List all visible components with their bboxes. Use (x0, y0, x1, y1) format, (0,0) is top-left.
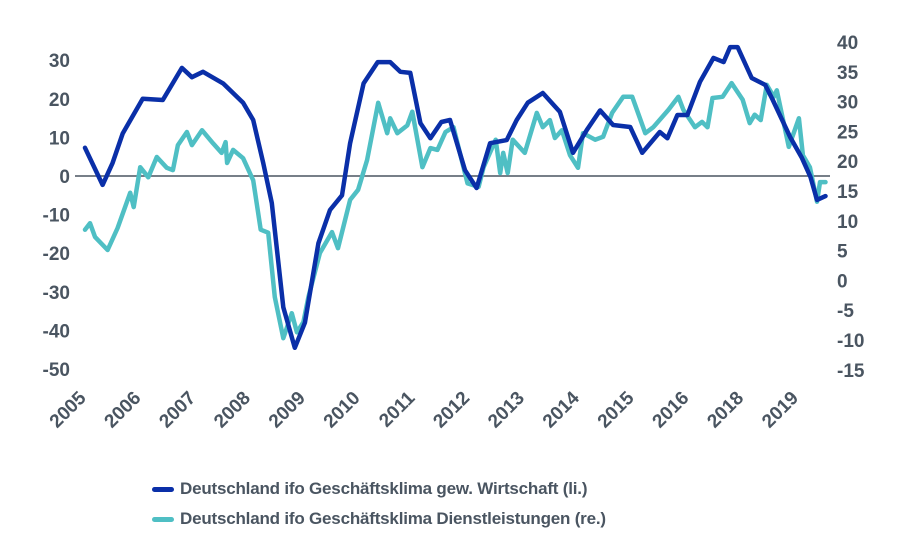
right-tick-label: 30 (837, 93, 858, 114)
x-tick-label: 2016 (649, 388, 694, 433)
legend-label: Deutschland ifo Geschäftsklima gew. Wirt… (180, 479, 588, 498)
left-tick-label: -40 (43, 321, 70, 342)
x-axis-ticks: 2005 2006 2007 2008 2009 2010 2011 2012 2013 2014… (46, 387, 803, 432)
legend-item: Deutschland ifo Geschäftsklima gew. Wirt… (152, 474, 606, 504)
right-tick-label: -15 (837, 361, 865, 382)
x-tick-label: 2006 (101, 388, 146, 433)
left-axis-ticks: 30 20 10 0 -10 -20 -30 -40 -50 (43, 51, 70, 381)
x-tick-label: 2009 (265, 388, 310, 433)
x-tick-label: 2019 (758, 388, 803, 433)
left-tick-label: -50 (43, 360, 70, 381)
x-tick-label: 2005 (46, 387, 91, 432)
right-tick-label: 0 (837, 271, 848, 292)
right-tick-label: 10 (837, 212, 858, 233)
left-tick-label: 20 (49, 90, 70, 111)
left-tick-label: -30 (43, 283, 70, 304)
legend-item: Deutschland ifo Geschäftsklima Dienstlei… (152, 504, 606, 534)
right-tick-label: 40 (837, 33, 858, 54)
x-tick-label: 2014 (539, 387, 584, 432)
legend-label: Deutschland ifo Geschäftsklima Dienstlei… (180, 509, 606, 528)
right-tick-label: 35 (837, 63, 859, 84)
right-tick-label: -5 (837, 301, 854, 322)
right-tick-label: 15 (837, 182, 859, 203)
x-tick-label: 2018 (703, 388, 748, 433)
x-tick-label: 2007 (155, 388, 200, 433)
series-lines (82, 44, 828, 351)
legend-swatch (152, 486, 174, 492)
right-tick-label: 5 (837, 242, 848, 263)
x-tick-label: 2008 (210, 388, 255, 433)
series-line-1 (82, 80, 828, 341)
left-tick-label: 30 (49, 51, 70, 72)
legend-swatch (152, 516, 174, 522)
left-tick-label: 0 (59, 167, 70, 188)
x-tick-label: 2012 (429, 388, 474, 433)
left-tick-label: -20 (43, 244, 70, 265)
x-tick-label: 2011 (375, 387, 419, 431)
series-line-0 (82, 44, 828, 351)
left-tick-label: -10 (43, 206, 70, 227)
legend: Deutschland ifo Geschäftsklima gew. Wirt… (152, 474, 606, 534)
right-tick-label: -10 (837, 331, 864, 352)
x-tick-label: 2010 (320, 388, 365, 433)
right-tick-label: 25 (837, 122, 859, 143)
right-tick-label: 20 (837, 152, 858, 173)
x-tick-label: 2013 (484, 388, 529, 433)
left-tick-label: 10 (49, 128, 70, 149)
x-tick-label: 2015 (594, 387, 639, 432)
right-axis-ticks: 40 35 30 25 20 15 10 5 0 -5 -10 -15 (837, 33, 865, 382)
